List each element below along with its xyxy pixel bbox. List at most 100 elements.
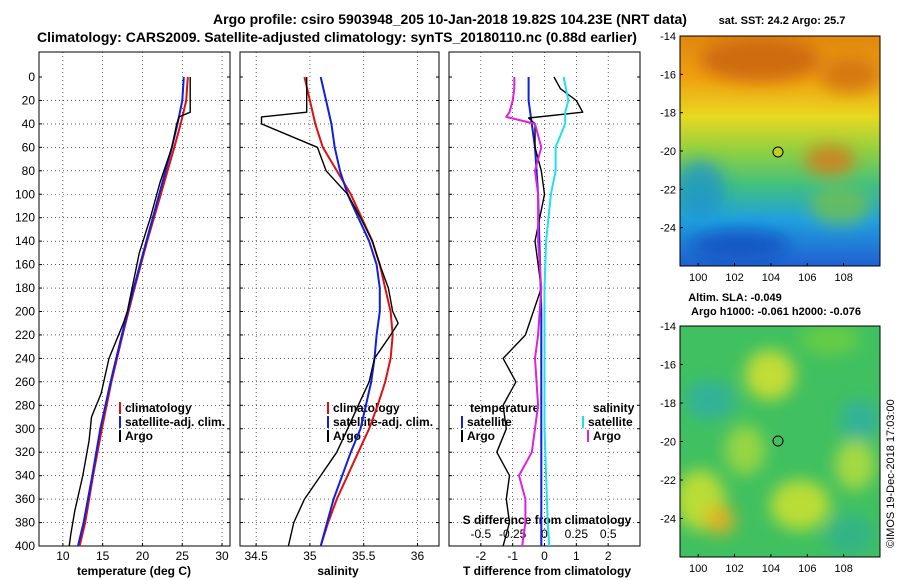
xtick-label: -2 bbox=[475, 549, 486, 563]
ytick-label-depth: 0 bbox=[28, 70, 35, 84]
temperature-legend: climatology satellite-adj. clim. Argo bbox=[119, 401, 225, 443]
ytick-label-depth: 180 bbox=[15, 281, 35, 295]
temperature-panel: temperature (deg C) climatology satellit… bbox=[15, 51, 231, 578]
legend-satellite-adj: satellite-adj. clim. bbox=[125, 415, 225, 429]
series-line-t-satellite bbox=[527, 77, 543, 546]
xtick-label-salinity-diff: 0.25 bbox=[565, 527, 589, 541]
salinity-xlabel: salinity bbox=[317, 564, 359, 578]
map-ytick-label: -14 bbox=[660, 321, 676, 333]
xtick-label: 34.5 bbox=[244, 549, 268, 563]
legend-climatology: climatology bbox=[333, 401, 400, 415]
ytick-label-depth: 340 bbox=[15, 469, 35, 483]
legend-title-temperature: temperature bbox=[470, 401, 540, 415]
imos-credit: ©IMOS 19-Dec-2018 17:03:00 bbox=[885, 399, 897, 548]
xtick-label: 2 bbox=[605, 549, 612, 563]
map-ytick-label: -14 bbox=[660, 31, 676, 43]
ytick-label-depth: 20 bbox=[22, 93, 36, 107]
map-ytick-label: -22 bbox=[660, 184, 676, 196]
map-xtick-label: 108 bbox=[834, 272, 852, 284]
xtick-label: 35 bbox=[303, 549, 317, 563]
ytick-label-depth: 380 bbox=[15, 516, 35, 530]
ytick-label-depth: 40 bbox=[22, 117, 36, 131]
ytick-label-depth: 400 bbox=[15, 539, 35, 553]
map-xtick-label: 108 bbox=[834, 563, 852, 575]
legend-title-salinity: salinity bbox=[593, 401, 635, 415]
series-line-s-satellite bbox=[543, 76, 570, 547]
map-ytick-label: -18 bbox=[660, 108, 676, 120]
ytick-label-depth: 80 bbox=[22, 164, 36, 178]
map-ytick-label: -24 bbox=[660, 514, 676, 526]
xtick-label-salinity-diff: 0.5 bbox=[600, 527, 617, 541]
map-ytick-label: -16 bbox=[660, 360, 676, 372]
temperature-xlabel: temperature (deg C) bbox=[77, 564, 191, 578]
ytick-label-depth: 160 bbox=[15, 258, 35, 272]
map-ytick-label: -20 bbox=[660, 146, 676, 158]
map-xtick-label: 102 bbox=[725, 272, 743, 284]
map-xtick-label: 100 bbox=[689, 563, 707, 575]
sla-map-title-2: Argo h1000: -0.061 h2000: -0.076 bbox=[691, 306, 861, 318]
ytick-label-depth: 220 bbox=[15, 328, 35, 342]
difference-panel: T difference from climatology S differen… bbox=[448, 51, 641, 578]
ytick-label-depth: 320 bbox=[15, 445, 35, 459]
series-line-satellite-adj-clim bbox=[77, 76, 185, 547]
argo-location-marker bbox=[772, 435, 784, 447]
xtick-label: -1 bbox=[507, 549, 518, 563]
map-xtick-label: 104 bbox=[762, 272, 780, 284]
legend-satellite: satellite bbox=[588, 415, 633, 429]
map-xtick-label: 102 bbox=[725, 563, 743, 575]
legend-argo: Argo bbox=[467, 429, 495, 443]
ytick-label-depth: 260 bbox=[15, 375, 35, 389]
map-xtick-label: 100 bbox=[689, 272, 707, 284]
sst-map: sat. SST: 24.2 Argo: 25.7 100 102 104 106 10… bbox=[660, 15, 881, 284]
legend-satellite-adj: satellite-adj. clim. bbox=[333, 415, 433, 429]
ytick-label-depth: 140 bbox=[15, 234, 35, 248]
legend-climatology: climatology bbox=[125, 401, 192, 415]
xtick-label: 10 bbox=[56, 549, 70, 563]
xtick-label: 36 bbox=[411, 549, 425, 563]
xtick-label: 30 bbox=[215, 549, 229, 563]
title-line-2: Climatology: CARS2009. Satellite-adjuste… bbox=[37, 29, 637, 45]
argo-location-marker bbox=[772, 146, 784, 158]
legend-argo: Argo bbox=[125, 429, 153, 443]
map-xtick-label: 106 bbox=[798, 272, 816, 284]
ytick-label-depth: 120 bbox=[15, 211, 35, 225]
legend-satellite: satellite bbox=[467, 415, 512, 429]
salinity-legend: climatology satellite-adj. clim. Argo bbox=[327, 401, 433, 443]
legend-argo: Argo bbox=[333, 429, 361, 443]
xtick-label-salinity-diff: 0 bbox=[541, 527, 548, 541]
title-line-1: Argo profile: csiro 5903948_205 10-Jan-2… bbox=[213, 11, 687, 27]
xtick-label: 25 bbox=[176, 549, 190, 563]
xtick-label: 15 bbox=[96, 549, 110, 563]
series-lines bbox=[496, 76, 584, 547]
series-line-argo bbox=[68, 77, 191, 547]
sla-map-title-1: Altim. SLA: -0.049 bbox=[688, 292, 782, 304]
ytick-label-depth: 200 bbox=[15, 305, 35, 319]
ytick-label-depth: 300 bbox=[15, 422, 35, 436]
xtick-label: 35.5 bbox=[352, 549, 376, 563]
xtick-label: 20 bbox=[136, 549, 150, 563]
series-lines bbox=[68, 76, 191, 547]
ytick-label-depth: 100 bbox=[15, 187, 35, 201]
series-line-climatology bbox=[303, 76, 394, 547]
xtick-label-salinity-diff: -0.5 bbox=[470, 527, 491, 541]
temperature-diff-legend: temperature satellite Argo bbox=[461, 401, 540, 443]
map-ytick-label: -16 bbox=[660, 69, 676, 81]
map-xtick-label: 104 bbox=[762, 563, 780, 575]
ytick-label-depth: 360 bbox=[15, 492, 35, 506]
ytick-label-depth: 280 bbox=[15, 398, 35, 412]
ytick-label-depth: 240 bbox=[15, 351, 35, 365]
series-line-argo bbox=[260, 77, 399, 547]
map-xtick-label: 106 bbox=[798, 563, 816, 575]
ytick-label-depth: 60 bbox=[22, 140, 36, 154]
map-ytick-label: -18 bbox=[660, 398, 676, 410]
salinity-diff-legend: salinity satellite Argo bbox=[582, 401, 635, 443]
xtick-label: 1 bbox=[573, 549, 580, 563]
series-line-s-argo bbox=[505, 77, 543, 547]
sla-map: Altim. SLA: -0.049 Argo h1000: -0.061 h2… bbox=[660, 292, 881, 575]
map-ytick-label: -24 bbox=[660, 223, 676, 235]
series-line-satellite-adj-clim bbox=[319, 76, 381, 547]
xtick-label: 0 bbox=[541, 549, 548, 563]
sst-map-title: sat. SST: 24.2 Argo: 25.7 bbox=[719, 15, 846, 27]
difference-xlabel: T difference from climatology bbox=[463, 564, 631, 578]
map-ytick-label: -20 bbox=[660, 437, 676, 449]
